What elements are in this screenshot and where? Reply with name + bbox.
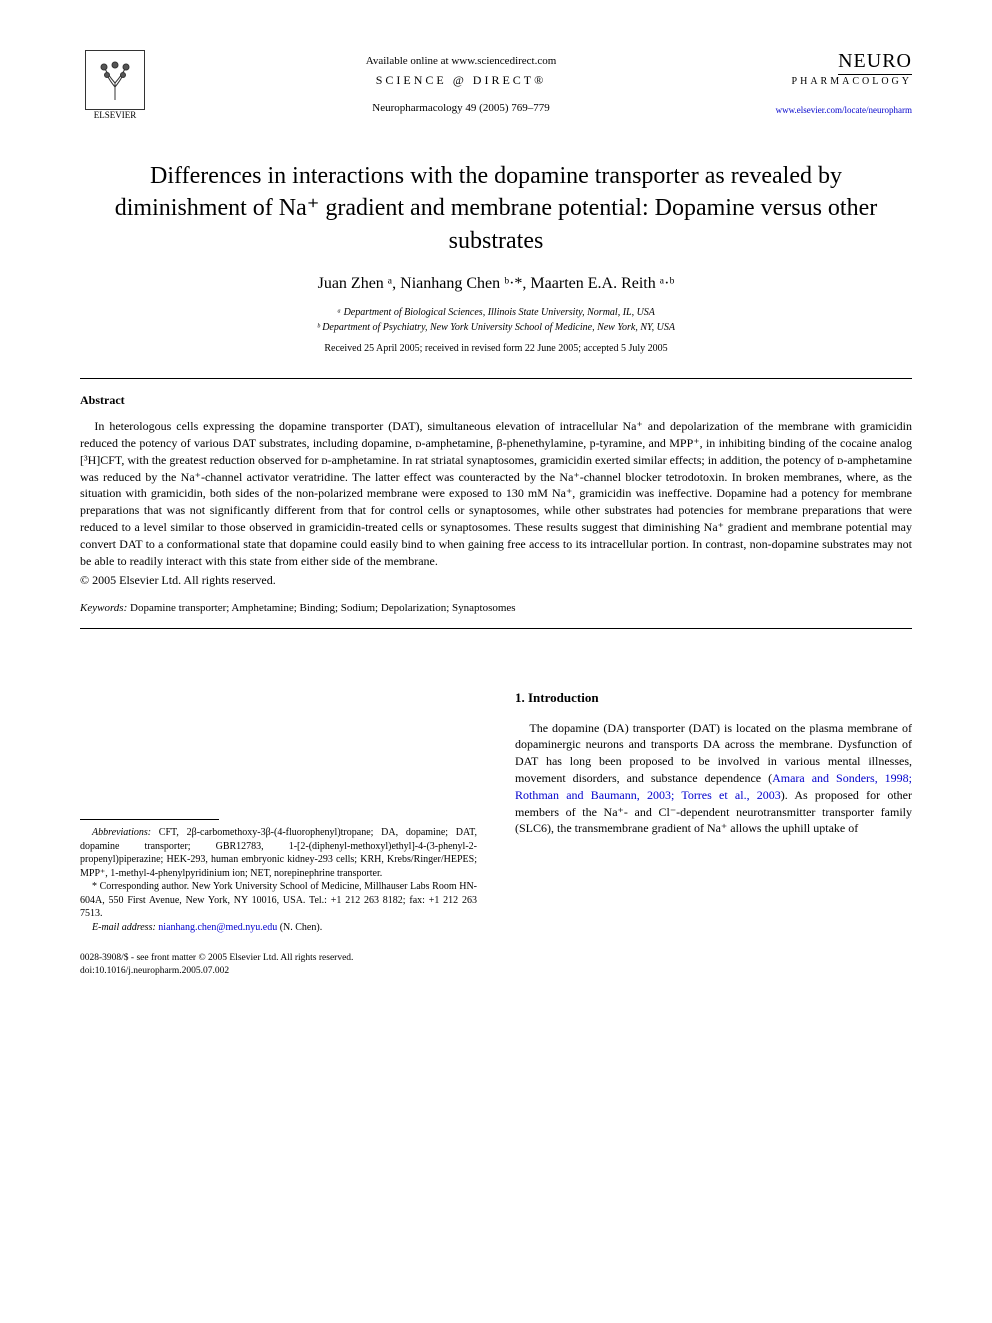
corresponding-author-footnote: * Corresponding author. New York Univers… bbox=[80, 880, 477, 921]
publisher-logo: ELSEVIER bbox=[80, 50, 150, 130]
footnote-rule bbox=[80, 819, 219, 820]
introduction-heading: 1. Introduction bbox=[515, 689, 912, 707]
abstract-copyright: © 2005 Elsevier Ltd. All rights reserved… bbox=[80, 573, 912, 588]
affiliation-a: ᵃ Department of Biological Sciences, Ill… bbox=[80, 305, 912, 320]
sd-text-1: SCIENCE bbox=[376, 73, 447, 87]
footnotes-block: Abbreviations: CFT, 2β-carbomethoxy-3β-(… bbox=[80, 826, 477, 934]
article-title: Differences in interactions with the dop… bbox=[100, 160, 892, 257]
keywords-label: Keywords: bbox=[80, 602, 127, 614]
page-footer: 0028-3908/$ - see front matter © 2005 El… bbox=[80, 952, 912, 977]
keywords-text: Dopamine transporter; Amphetamine; Bindi… bbox=[127, 602, 515, 614]
abstract-heading: Abstract bbox=[80, 393, 912, 408]
sd-text-2: DIRECT® bbox=[473, 73, 546, 87]
email-suffix: (N. Chen). bbox=[277, 922, 322, 933]
article-dates: Received 25 April 2005; received in revi… bbox=[80, 343, 912, 354]
abstract-body: In heterologous cells expressing the dop… bbox=[80, 418, 912, 569]
introduction-paragraph: The dopamine (DA) transporter (DAT) is l… bbox=[515, 720, 912, 838]
elsevier-tree-icon bbox=[85, 50, 145, 110]
sd-d-icon: @ bbox=[453, 73, 467, 88]
divider-top bbox=[80, 378, 912, 379]
email-label: E-mail address: bbox=[92, 922, 156, 933]
affiliation-b: ᵇ Department of Psychiatry, New York Uni… bbox=[80, 320, 912, 335]
authors-line: Juan Zhen ᵃ, Nianhang Chen ᵇ·*, Maarten … bbox=[80, 275, 912, 293]
keywords-line: Keywords: Dopamine transporter; Amphetam… bbox=[80, 602, 912, 614]
page-header: ELSEVIER Available online at www.science… bbox=[80, 50, 912, 130]
divider-bottom bbox=[80, 628, 912, 629]
left-column: Abbreviations: CFT, 2β-carbomethoxy-3β-(… bbox=[80, 689, 477, 934]
journal-subname: PHARMACOLOGY bbox=[772, 76, 912, 87]
affiliations: ᵃ Department of Biological Sciences, Ill… bbox=[80, 305, 912, 335]
two-column-body: Abbreviations: CFT, 2β-carbomethoxy-3β-(… bbox=[80, 689, 912, 934]
sciencedirect-logo: SCIENCE @ DIRECT® bbox=[150, 73, 772, 88]
available-online-text: Available online at www.sciencedirect.co… bbox=[150, 55, 772, 67]
email-footnote: E-mail address: nianhang.chen@med.nyu.ed… bbox=[80, 921, 477, 935]
header-center: Available online at www.sciencedirect.co… bbox=[150, 50, 772, 114]
email-address[interactable]: nianhang.chen@med.nyu.edu bbox=[156, 922, 277, 933]
footer-line2: doi:10.1016/j.neuropharm.2005.07.002 bbox=[80, 965, 912, 977]
publisher-label: ELSEVIER bbox=[94, 110, 137, 120]
abbrev-label: Abbreviations: bbox=[92, 827, 151, 838]
journal-url[interactable]: www.elsevier.com/locate/neuropharm bbox=[772, 105, 912, 115]
footer-line1: 0028-3908/$ - see front matter © 2005 El… bbox=[80, 952, 912, 964]
journal-citation: Neuropharmacology 49 (2005) 769–779 bbox=[150, 102, 772, 114]
journal-logo-block: NEURO PHARMACOLOGY www.elsevier.com/loca… bbox=[772, 50, 912, 115]
journal-name: NEURO bbox=[838, 50, 912, 75]
abbreviations-footnote: Abbreviations: CFT, 2β-carbomethoxy-3β-(… bbox=[80, 826, 477, 880]
right-column: 1. Introduction The dopamine (DA) transp… bbox=[515, 689, 912, 934]
